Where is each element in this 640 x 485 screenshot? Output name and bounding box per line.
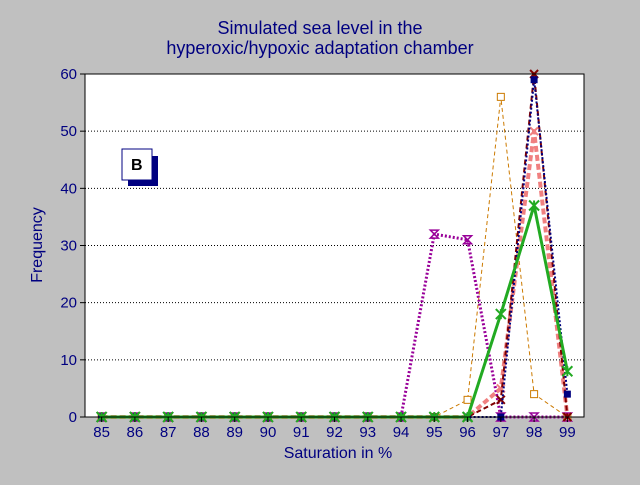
grid-lines — [85, 130, 584, 361]
y-tick-label: 60 — [60, 66, 77, 83]
data-point — [529, 126, 539, 136]
y-tick-label: 20 — [60, 295, 77, 312]
data-point — [428, 229, 441, 239]
x-axis: 85 86 87 88 89 90 91 92 93 94 95 96 97 98 99 — [93, 417, 576, 441]
x-tick-label: 97 — [492, 424, 509, 441]
x-tick-label: 89 — [226, 424, 243, 441]
y-tick-label: 30 — [60, 238, 77, 255]
data-point — [496, 395, 506, 405]
data-point — [463, 395, 472, 404]
y-axis: 0 10 20 30 40 50 60 — [60, 66, 85, 426]
y-tick-label: 50 — [60, 123, 77, 140]
y-axis-label: Frequency — [29, 207, 46, 283]
panel-label-box: B — [121, 148, 158, 186]
data-point — [461, 235, 474, 245]
x-tick-label: 87 — [160, 424, 177, 441]
x-tick-label: 88 — [193, 424, 210, 441]
data-point — [528, 199, 540, 212]
x-tick-label: 99 — [559, 424, 576, 441]
y-tick-label: 0 — [69, 409, 77, 426]
y-tick-label: 10 — [60, 352, 77, 369]
x-tick-label: 93 — [359, 424, 376, 441]
data-point — [496, 92, 505, 101]
data-point — [530, 390, 539, 399]
data-point — [495, 308, 507, 320]
x-tick-label: 94 — [393, 424, 410, 441]
chart-title-line1: Simulated sea level in the — [217, 18, 422, 38]
x-tick-label: 91 — [293, 424, 310, 441]
chart-title-line2: hyperoxic/hypoxic adaptation chamber — [166, 38, 473, 58]
x-tick-label: 96 — [459, 424, 476, 441]
x-tick-label: 90 — [260, 424, 277, 441]
data-point — [528, 412, 540, 422]
data-point — [530, 76, 538, 84]
data-point — [561, 365, 574, 377]
x-tick-label: 85 — [93, 424, 110, 441]
y-tick-label: 40 — [60, 180, 77, 197]
data-point — [563, 390, 571, 398]
x-tick-label: 98 — [526, 424, 543, 441]
x-tick-label: 95 — [426, 424, 443, 441]
x-axis-label: Saturation in % — [284, 445, 393, 462]
panel-label: B — [131, 157, 143, 174]
x-tick-label: 92 — [326, 424, 343, 441]
x-tick-label: 86 — [127, 424, 144, 441]
